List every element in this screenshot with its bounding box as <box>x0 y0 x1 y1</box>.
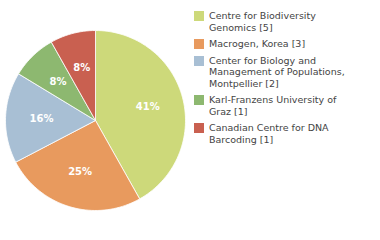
svg-text:8%: 8% <box>49 76 66 87</box>
svg-text:41%: 41% <box>136 101 160 112</box>
html-text:Centre for Biodiversity Genomi: Centre for Biodiversity Genomics [5] <box>209 10 316 33</box>
html-text:Karl-Franzens University of Gr: Karl-Franzens University of Graz [1] <box>209 94 337 117</box>
svg-text:25%: 25% <box>68 166 92 177</box>
svg-text:16%: 16% <box>30 113 54 124</box>
html-text:Center for Biology and Managem: Center for Biology and Management of Pop… <box>209 54 345 89</box>
html-text:Canadian Centre for DNA Barcod: Canadian Centre for DNA Barcoding [1] <box>209 122 329 145</box>
html-text:Macrogen, Korea [3]: Macrogen, Korea [3] <box>209 38 306 49</box>
svg-text:8%: 8% <box>73 62 90 73</box>
